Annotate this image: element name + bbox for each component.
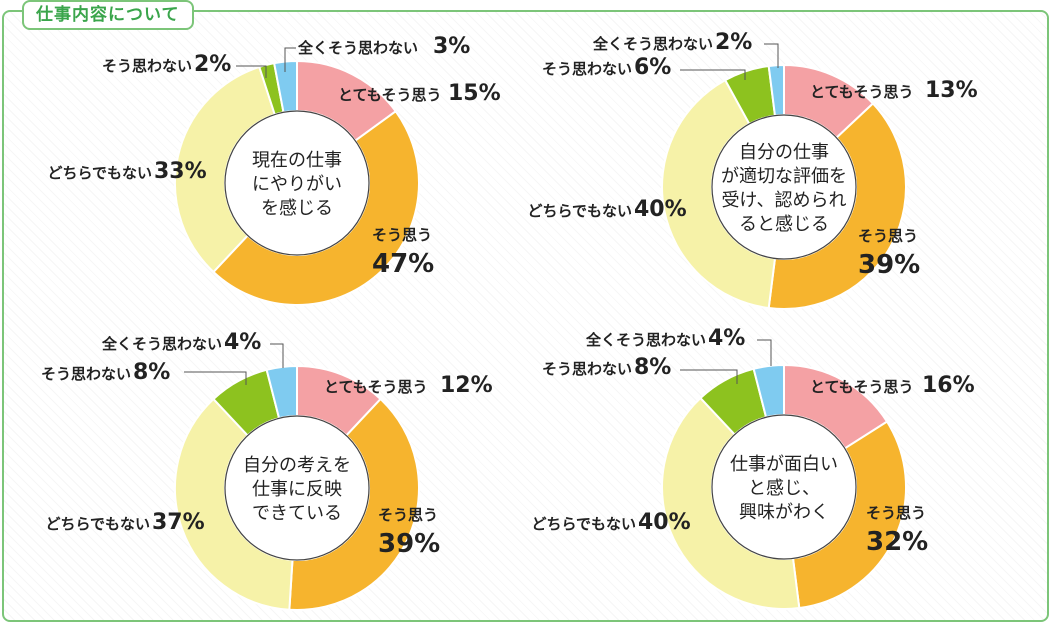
slice-percent: 39%: [858, 250, 920, 280]
donut-center: [224, 110, 370, 256]
leader-line: [284, 47, 296, 72]
slice-percent: 12%: [440, 373, 493, 398]
slice-label: そう思う: [858, 227, 918, 245]
slice-percent: 8%: [133, 360, 170, 385]
slice-percent: 15%: [448, 81, 501, 106]
leader-line: [236, 65, 267, 78]
leader-line: [680, 369, 738, 384]
leader-line: [757, 339, 772, 366]
center-text-line: と感じ、: [748, 478, 820, 499]
slice-label: そう思わない: [542, 360, 632, 378]
slice-percent: 2%: [715, 30, 752, 55]
slice-label: とてもそう思う: [810, 83, 914, 101]
slice-percent: 32%: [866, 527, 928, 557]
center-text-line: にやりがい: [252, 174, 342, 195]
slice-label: どちらでもない: [531, 515, 636, 533]
slice-label: そう思わない: [542, 60, 632, 78]
slice-label: そう思わない: [41, 365, 131, 383]
panel-title: 仕事内容について: [22, 0, 194, 30]
slice-label: どちらでもない: [527, 202, 632, 220]
slice-label: そう思う: [866, 504, 926, 522]
slice-percent: 40%: [634, 197, 687, 222]
slice-label: 全くそう思わない: [592, 35, 713, 53]
slice-percent: 39%: [378, 529, 440, 559]
center-text-line: 自分の仕事: [739, 142, 829, 163]
donut-center: [224, 415, 370, 561]
slice-percent: 47%: [372, 249, 434, 279]
slice-label: とてもそう思う: [324, 378, 428, 396]
slice-percent: 37%: [152, 510, 205, 535]
slice-percent: 13%: [925, 78, 978, 103]
slice-percent: 33%: [154, 159, 207, 184]
slice-label: 全くそう思わない: [585, 331, 706, 349]
slice-percent: 16%: [922, 373, 975, 398]
slice-label: そう思う: [378, 506, 438, 524]
center-text-line: 自分の考えを: [243, 455, 351, 476]
slice-label: 全くそう思わない: [101, 335, 222, 353]
slice-percent: 2%: [194, 52, 231, 77]
slice-label: そう思わない: [102, 57, 192, 75]
slice-percent: 4%: [224, 330, 261, 355]
center-text-line: を感じる: [261, 198, 333, 219]
center-text-line: 興味がわく: [739, 502, 829, 523]
slice-label: そう思う: [372, 226, 432, 244]
slice-percent: 3%: [433, 34, 470, 59]
center-text-line: 仕事が面白い: [730, 454, 838, 475]
center-text-line: できている: [252, 503, 342, 524]
slice-label: とてもそう思う: [810, 378, 914, 396]
leader-line: [680, 69, 746, 80]
center-text-line: ると感じる: [739, 214, 829, 235]
slice-percent: 6%: [634, 55, 671, 80]
donut-center: [711, 114, 857, 260]
slice-label: 全くそう思わない: [297, 39, 418, 57]
donut-center: [711, 414, 857, 560]
leader-line: [184, 371, 247, 385]
center-text-line: 仕事に反映: [252, 479, 342, 500]
center-text-line: が適切な評価を: [721, 166, 847, 187]
slice-label: とてもそう思う: [338, 86, 442, 104]
slice-percent: 4%: [708, 326, 745, 351]
center-text-line: 現在の仕事: [252, 150, 342, 171]
leader-line: [270, 343, 284, 368]
slice-percent: 8%: [634, 355, 671, 380]
slice-label: どちらでもない: [47, 164, 152, 182]
slice-label: どちらでもない: [45, 515, 150, 533]
leader-line: [764, 43, 779, 68]
center-text-line: 受け、認められ: [721, 190, 846, 211]
slice-percent: 40%: [638, 510, 691, 535]
